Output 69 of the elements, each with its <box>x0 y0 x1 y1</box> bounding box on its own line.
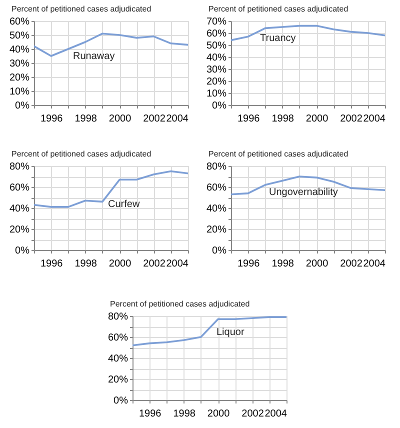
line-series <box>231 24 385 42</box>
y-tick-label: 70% <box>206 16 227 28</box>
y-axis-title: Percent of petitioned cases adjudicated <box>12 4 152 14</box>
x-tick-label: 2004 <box>166 258 189 270</box>
y-tick-label: 0% <box>15 100 30 112</box>
y-tick-label: 80% <box>206 162 227 172</box>
y-tick-label: 0% <box>15 246 30 256</box>
y-tick-label: 30% <box>9 58 30 70</box>
y-tick-label: 20% <box>9 224 30 236</box>
y-tick-label: 80% <box>108 312 128 322</box>
y-axis-title: Percent of petitioned cases adjudicated <box>110 300 250 308</box>
x-tick-label: 2002 <box>340 258 363 270</box>
y-tick-label: 0% <box>212 246 227 256</box>
y-axis-title: Percent of petitioned cases adjudicated <box>208 4 348 14</box>
x-tick-label: 1996 <box>237 258 260 270</box>
x-tick-label: 2002 <box>143 258 166 270</box>
y-tick-label: 60% <box>9 16 30 28</box>
y-axis-title: Percent of petitioned cases adjudicated <box>208 150 348 158</box>
x-tick-label: 2000 <box>108 114 132 124</box>
y-tick-label: 30% <box>206 64 227 76</box>
y-axis-title: Percent of petitioned cases adjudicated <box>12 150 152 158</box>
series-label: Truancy <box>260 33 296 44</box>
y-tick-label: 10% <box>9 86 30 98</box>
y-tick-label: 20% <box>108 374 128 386</box>
y-tick-label: 20% <box>206 224 227 236</box>
x-tick-label: 2004 <box>363 258 386 270</box>
y-tick-label: 0% <box>212 100 227 112</box>
line-series <box>34 170 188 208</box>
x-tick-label: 1996 <box>40 258 64 270</box>
y-tick-label: 50% <box>206 40 227 52</box>
x-tick-label: 2002 <box>242 408 264 420</box>
y-tick-label: 20% <box>9 72 30 84</box>
x-tick-label: 2004 <box>363 114 386 124</box>
y-tick-label: 40% <box>206 204 227 214</box>
y-tick-label: 40% <box>206 52 227 64</box>
x-tick-label: 1998 <box>74 258 98 270</box>
line-series <box>231 176 385 196</box>
y-tick-label: 60% <box>9 182 30 194</box>
y-tick-label: 10% <box>206 88 227 100</box>
x-tick-label: 2002 <box>143 114 166 124</box>
line-series <box>132 316 286 346</box>
y-tick-label: 60% <box>108 332 128 344</box>
series-label: Runaway <box>73 51 115 62</box>
y-tick-label: 40% <box>9 44 30 56</box>
y-tick-label: 80% <box>9 162 30 172</box>
y-tick-label: 60% <box>206 182 227 194</box>
x-tick-label: 1996 <box>138 408 162 420</box>
y-tick-label: 20% <box>206 76 227 88</box>
x-tick-label: 1996 <box>237 114 260 124</box>
x-tick-label: 2000 <box>306 114 329 124</box>
y-tick-label: 40% <box>9 204 30 214</box>
series-label: Ungovernability <box>269 187 338 198</box>
x-tick-label: 1998 <box>74 114 98 124</box>
x-tick-label: 2000 <box>108 258 132 270</box>
x-tick-label: 2004 <box>264 408 288 420</box>
series-label: Curfew <box>108 199 140 210</box>
x-tick-label: 2000 <box>306 258 329 270</box>
x-tick-label: 1998 <box>173 408 196 420</box>
x-tick-label: 1996 <box>40 114 64 124</box>
x-tick-label: 1998 <box>272 258 294 270</box>
x-tick-label: 2002 <box>340 114 363 124</box>
x-tick-label: 2004 <box>166 114 189 124</box>
y-tick-label: 50% <box>9 30 30 42</box>
series-label: Liquor <box>216 327 245 338</box>
y-tick-label: 60% <box>206 28 227 40</box>
x-tick-label: 2000 <box>207 408 230 420</box>
y-tick-label: 40% <box>108 354 128 364</box>
x-tick-label: 1998 <box>272 114 294 124</box>
y-tick-label: 0% <box>114 396 128 406</box>
